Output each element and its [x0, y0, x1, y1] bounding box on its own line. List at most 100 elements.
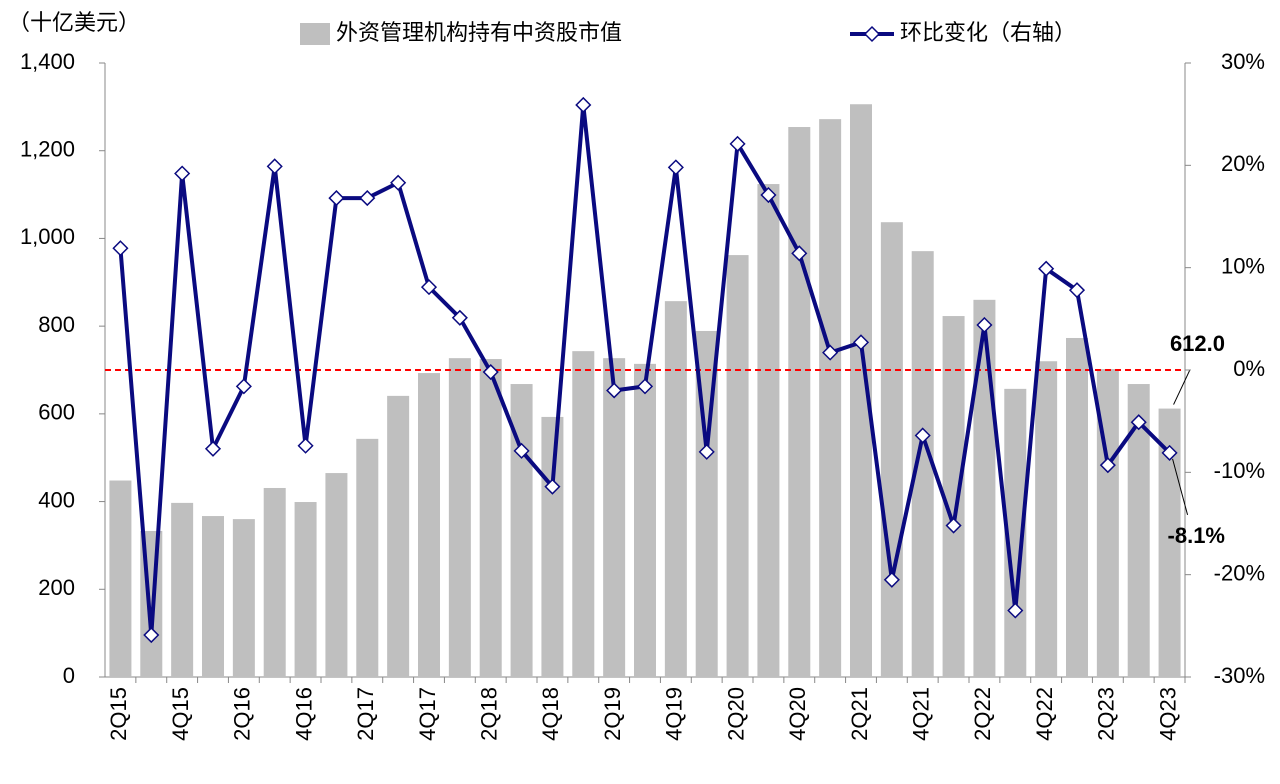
- line-marker: [606, 382, 623, 399]
- line-marker: [667, 159, 684, 176]
- bar: [325, 473, 348, 677]
- bar: [634, 363, 656, 677]
- bar: [664, 301, 687, 677]
- bar: [1066, 337, 1088, 677]
- line-marker: [420, 279, 438, 296]
- leader-line: [1172, 458, 1189, 516]
- legend-label: 外资管理机构持有中资股市值: [336, 20, 622, 45]
- x-tick-label: 2Q21: [847, 687, 872, 741]
- y-tick-label: 400: [38, 487, 75, 512]
- line-marker: [1038, 260, 1055, 277]
- line-marker: [976, 316, 993, 334]
- bar: [788, 127, 811, 677]
- x-tick-label: 4Q20: [785, 687, 810, 741]
- y-tick-label: 1,400: [20, 49, 75, 74]
- x-tick-label: 4Q15: [168, 687, 193, 741]
- bar: [418, 373, 440, 677]
- line-marker: [729, 135, 746, 152]
- x-tick-label: 2Q17: [353, 687, 378, 741]
- line-marker: [235, 378, 252, 395]
- line-marker: [575, 96, 592, 114]
- value-label: -8.1%: [1168, 523, 1225, 548]
- line-marker: [143, 626, 160, 644]
- bar: [171, 502, 194, 677]
- line-marker: [914, 427, 931, 444]
- line-marker: [1099, 457, 1116, 474]
- bar: [232, 519, 255, 677]
- bar: [1158, 408, 1181, 677]
- bar: [479, 359, 502, 677]
- line-marker: [513, 442, 530, 459]
- line-marker: [451, 309, 468, 326]
- x-tick-label: 4Q18: [538, 687, 563, 741]
- x-tick-label: 4Q16: [291, 687, 316, 741]
- bar: [294, 502, 317, 677]
- bar: [603, 358, 626, 677]
- bar: [726, 255, 749, 677]
- bar: [1127, 384, 1150, 677]
- bar: [1004, 388, 1027, 677]
- y-axis-unit: （十亿美元）: [8, 10, 140, 35]
- legend-marker: [863, 25, 881, 43]
- bar: [850, 104, 872, 678]
- bar: [911, 251, 934, 677]
- legend-label: 环比变化（右轴）: [900, 20, 1076, 45]
- bar: [819, 119, 842, 677]
- bar: [109, 480, 132, 677]
- y2-tick-label: -20%: [1214, 560, 1265, 585]
- line-marker: [1068, 282, 1086, 299]
- bar: [1035, 361, 1058, 677]
- line-marker: [390, 174, 407, 191]
- line-marker: [359, 190, 376, 207]
- y2-tick-label: -10%: [1214, 458, 1265, 483]
- bar: [1096, 369, 1119, 677]
- y2-tick-label: 20%: [1221, 151, 1265, 176]
- leader-line: [1173, 370, 1191, 405]
- line-marker: [297, 437, 314, 454]
- y-tick-label: 800: [38, 312, 75, 337]
- y-tick-label: 1,000: [20, 224, 75, 249]
- bar: [973, 299, 996, 677]
- line-marker: [791, 245, 808, 262]
- x-tick-label: 4Q19: [662, 687, 687, 741]
- bar: [541, 416, 564, 677]
- x-tick-label: 2Q19: [600, 687, 625, 741]
- bar: [263, 487, 286, 677]
- x-tick-label: 2Q23: [1094, 687, 1119, 741]
- legend-swatch: [300, 23, 330, 45]
- y2-tick-label: 0%: [1233, 356, 1265, 381]
- x-tick-label: 2Q20: [723, 687, 748, 741]
- x-tick-label: 4Q17: [415, 687, 440, 741]
- y2-tick-label: -30%: [1214, 663, 1265, 688]
- bar: [880, 222, 903, 678]
- x-tick-label: 2Q18: [477, 687, 502, 741]
- y-tick-label: 1,200: [20, 137, 75, 162]
- value-label: 612.0: [1170, 331, 1225, 356]
- x-tick-label: 2Q15: [106, 687, 131, 741]
- x-tick-label: 2Q22: [970, 687, 995, 741]
- line-marker: [1130, 414, 1147, 431]
- line-marker: [174, 165, 191, 182]
- x-tick-label: 2Q16: [230, 687, 255, 741]
- x-tick-label: 4Q23: [1155, 687, 1180, 741]
- y-tick-label: 600: [38, 400, 75, 425]
- bar: [387, 395, 410, 677]
- y2-tick-label: 10%: [1221, 253, 1265, 278]
- bar: [757, 184, 780, 677]
- line-marker: [1007, 602, 1024, 619]
- line-marker: [328, 190, 345, 207]
- line-marker: [945, 517, 962, 534]
- line-marker: [1161, 444, 1178, 461]
- bar: [448, 358, 471, 677]
- bar: [356, 438, 379, 677]
- line-marker: [698, 443, 715, 460]
- line-marker: [883, 571, 900, 588]
- y-tick-label: 200: [38, 575, 75, 600]
- bar: [572, 351, 595, 677]
- y2-tick-label: 30%: [1221, 49, 1265, 74]
- bar: [942, 316, 965, 677]
- bar: [202, 516, 224, 677]
- line-marker: [266, 158, 283, 175]
- x-tick-label: 4Q21: [909, 687, 934, 741]
